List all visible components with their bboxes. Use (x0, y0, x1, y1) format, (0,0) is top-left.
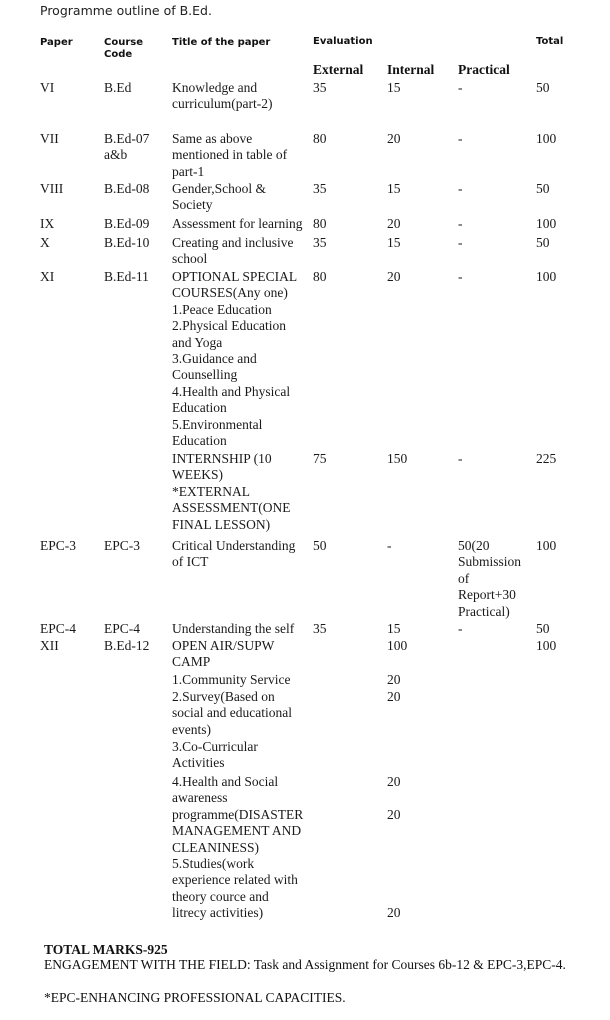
cell-title: 4.Health and Social awareness programme(… (172, 774, 304, 855)
cell-practical: - (458, 131, 463, 146)
cell-external: 35 (313, 80, 327, 95)
cell-internal: 20 (387, 905, 401, 921)
cell-paper: IX (40, 216, 55, 231)
page-title: Programme outline of B.Ed. (40, 3, 212, 18)
cell-code: B.Ed-09 (104, 216, 150, 231)
cell-title: 3.Co-Curricular Activities (172, 739, 258, 771)
total-marks: TOTAL MARKS-925 (44, 942, 168, 957)
cell-internal: 20 (387, 689, 401, 704)
cell-external: 80 (313, 269, 327, 284)
cell-title: Knowledge and curriculum(part-2) (172, 80, 273, 112)
cell-paper: XI (40, 269, 55, 284)
cell-title: Creating and inclusive school (172, 235, 294, 267)
cell-internal: 20 (387, 269, 401, 284)
cell-code: B.Ed-10 (104, 235, 150, 250)
header-internal: Internal (387, 62, 435, 77)
cell-practical: - (458, 451, 463, 466)
cell-external: 35 (313, 621, 327, 636)
cell-total: 100 (536, 269, 557, 284)
cell-paper: EPC-4 (40, 621, 77, 636)
cell-internal: - (387, 538, 392, 553)
cell-paper: VI (40, 80, 55, 95)
header-total: Total (536, 36, 564, 47)
cell-internal: 15 (387, 621, 401, 636)
cell-title: INTERNSHIP (10 WEEKS) *EXTERNAL ASSESSME… (172, 451, 291, 532)
cell-title: Same as above mentioned in table of part… (172, 131, 288, 179)
header-course-code: Course Code (104, 37, 143, 60)
cell-paper: VIII (40, 181, 64, 196)
cell-internal: 15 (387, 80, 401, 95)
cell-internal: 20 (387, 131, 401, 146)
cell-total: 225 (536, 451, 557, 466)
cell-total: 100 (536, 131, 557, 146)
header-paper: Paper (40, 37, 73, 48)
cell-external: 35 (313, 181, 327, 196)
cell-internal: 20 (387, 216, 401, 231)
cell-code: EPC-4 (104, 621, 141, 636)
epc-note: *EPC-ENHANCING PROFESSIONAL CAPACITIES. (44, 990, 346, 1005)
cell-total: 100 (536, 638, 557, 653)
cell-external: 35 (313, 235, 327, 250)
cell-internal: 20 (387, 672, 401, 687)
cell-title: OPEN AIR/SUPW CAMP (172, 638, 275, 670)
cell-code: B.Ed-07 a&b (104, 131, 150, 163)
cell-practical: - (458, 216, 463, 231)
cell-title: Understanding the self (172, 621, 295, 636)
cell-practical: - (458, 181, 463, 196)
header-practical: Practical (458, 62, 510, 77)
cell-practical: - (458, 269, 463, 284)
cell-practical: - (458, 80, 463, 95)
cell-paper: EPC-3 (40, 538, 77, 553)
cell-code: B.Ed-08 (104, 181, 150, 196)
cell-total: 100 (536, 538, 557, 553)
cell-practical: - (458, 235, 463, 250)
cell-code: B.Ed-11 (104, 269, 149, 284)
cell-internal: 20 20 (387, 774, 401, 822)
header-title: Title of the paper (172, 37, 271, 48)
cell-internal: 100 (387, 638, 408, 653)
cell-internal: 150 (387, 451, 408, 466)
cell-practical: - (458, 621, 463, 636)
cell-paper: XII (40, 638, 59, 653)
cell-paper: X (40, 235, 50, 250)
cell-total: 50 (536, 235, 550, 250)
cell-external: 75 (313, 451, 327, 466)
cell-title: 2.Survey(Based on social and educational… (172, 689, 292, 737)
header-evaluation: Evaluation (313, 36, 373, 47)
cell-practical: 50(20 Submission of Report+30 Practical) (458, 538, 522, 619)
cell-total: 100 (536, 216, 557, 231)
engagement-note: ENGAGEMENT WITH THE FIELD: Task and Assi… (44, 957, 566, 972)
cell-internal: 15 (387, 235, 401, 250)
cell-code: B.Ed-12 (104, 638, 150, 653)
cell-external: 80 (313, 131, 327, 146)
cell-title: Gender,School & Society (172, 181, 266, 213)
cell-title: 5.Studies(work experience related with t… (172, 856, 298, 921)
cell-title: OPTIONAL SPECIAL COURSES(Any one) 1.Peac… (172, 269, 298, 449)
cell-external: 80 (313, 216, 327, 231)
header-external: External (313, 62, 364, 77)
cell-title: Assessment for learning (172, 216, 303, 231)
cell-total: 50 (536, 80, 550, 95)
cell-code: EPC-3 (104, 538, 141, 553)
cell-total: 50 (536, 621, 550, 636)
cell-total: 50 (536, 181, 550, 196)
cell-external: 50 (313, 538, 327, 553)
cell-code: B.Ed (104, 80, 132, 95)
cell-title: 1.Community Service (172, 672, 291, 687)
cell-title: Critical Understanding of ICT (172, 538, 296, 570)
cell-internal: 15 (387, 181, 401, 196)
cell-paper: VII (40, 131, 59, 146)
